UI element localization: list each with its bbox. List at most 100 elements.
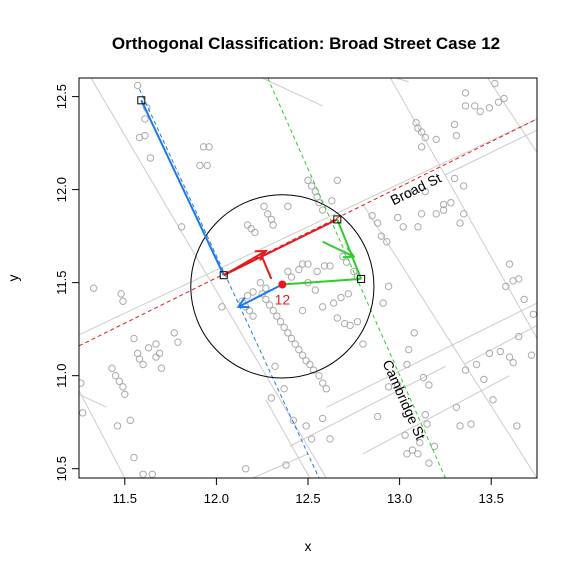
data-point	[384, 282, 393, 291]
data-point	[318, 206, 327, 214]
data-point	[419, 373, 428, 382]
data-point	[147, 484, 153, 490]
square-marker	[333, 215, 342, 224]
data-point	[148, 470, 156, 478]
data-point	[318, 303, 327, 311]
data-point	[265, 301, 274, 309]
data-point	[133, 81, 142, 90]
data-point	[460, 182, 468, 190]
road-segment	[395, 78, 409, 83]
data-point	[295, 345, 303, 354]
data-point	[260, 202, 268, 211]
data-point	[505, 353, 514, 361]
x-tick-label: 13.5	[479, 491, 504, 506]
data-point	[344, 290, 353, 298]
data-point	[144, 344, 153, 352]
data-point	[527, 351, 536, 359]
data-point	[267, 394, 276, 402]
data-point	[326, 435, 334, 443]
data-point	[302, 422, 310, 430]
data-point	[405, 345, 413, 354]
data-point	[485, 104, 494, 112]
data-point	[423, 420, 431, 428]
data-point	[401, 431, 409, 439]
data-point	[439, 200, 448, 209]
data-point	[218, 303, 226, 311]
data-point	[307, 182, 316, 190]
data-point	[489, 396, 497, 404]
data-point	[139, 360, 147, 369]
data-point	[302, 357, 310, 365]
data-point	[417, 143, 426, 151]
data-point	[452, 403, 461, 412]
data-point	[304, 260, 312, 268]
data-point	[174, 338, 182, 346]
data-point	[383, 238, 391, 246]
vector-line	[237, 283, 283, 308]
data-point	[130, 453, 138, 462]
data-point	[350, 267, 358, 276]
data-point	[273, 312, 281, 320]
orthogonal-line	[139, 88, 320, 478]
data-point	[247, 224, 255, 233]
data-point	[141, 115, 149, 123]
road-segment	[79, 118, 537, 336]
data-point	[119, 297, 127, 305]
x-axis: 11.5 12.0 12.5 13.0 13.5	[113, 477, 504, 506]
data-point	[416, 438, 424, 447]
data-point	[170, 329, 178, 337]
data-point	[307, 435, 316, 443]
data-point	[295, 265, 303, 274]
data-point	[79, 379, 85, 387]
data-point	[328, 197, 336, 205]
data-point	[342, 258, 351, 266]
data-point	[146, 154, 155, 162]
data-point	[452, 131, 461, 140]
data-point	[359, 340, 367, 348]
data-point	[432, 135, 440, 144]
data-point	[249, 312, 257, 320]
data-point	[476, 107, 484, 116]
data-point	[243, 221, 252, 229]
data-point	[276, 318, 285, 326]
data-point	[502, 282, 510, 291]
data-point	[471, 102, 479, 110]
data-point	[410, 329, 418, 337]
data-point	[417, 128, 426, 136]
data-point	[284, 267, 292, 276]
data-point	[262, 284, 270, 292]
data-point	[315, 371, 323, 380]
square-marker	[137, 96, 146, 105]
plot-area: Broad St Cambridge St 12	[79, 78, 537, 490]
data-point	[117, 290, 125, 298]
data-point	[282, 461, 290, 469]
data-point	[450, 120, 459, 129]
data-point	[311, 286, 320, 294]
road-segment	[463, 325, 537, 365]
data-point	[298, 351, 307, 359]
data-point	[408, 446, 417, 454]
vector-line	[322, 240, 355, 258]
chart-title: Orthogonal Classification: Broad Street …	[112, 34, 500, 53]
data-point	[353, 318, 362, 326]
vector-arrowhead	[342, 247, 356, 259]
data-point	[306, 360, 314, 369]
road-segment	[79, 393, 107, 408]
data-point	[430, 442, 439, 451]
data-point	[373, 219, 382, 227]
data-point	[329, 299, 338, 307]
data-point	[205, 143, 213, 151]
data-point	[318, 414, 327, 423]
data-point	[291, 340, 299, 348]
data-point	[287, 273, 296, 281]
data-point	[108, 364, 116, 372]
data-point	[263, 210, 272, 218]
data-point	[421, 187, 429, 196]
data-point	[417, 210, 426, 218]
data-point	[242, 464, 250, 473]
data-point	[447, 198, 455, 207]
data-point	[322, 384, 331, 393]
data-point	[480, 375, 488, 384]
data-point	[485, 349, 494, 358]
data-point	[399, 223, 407, 231]
